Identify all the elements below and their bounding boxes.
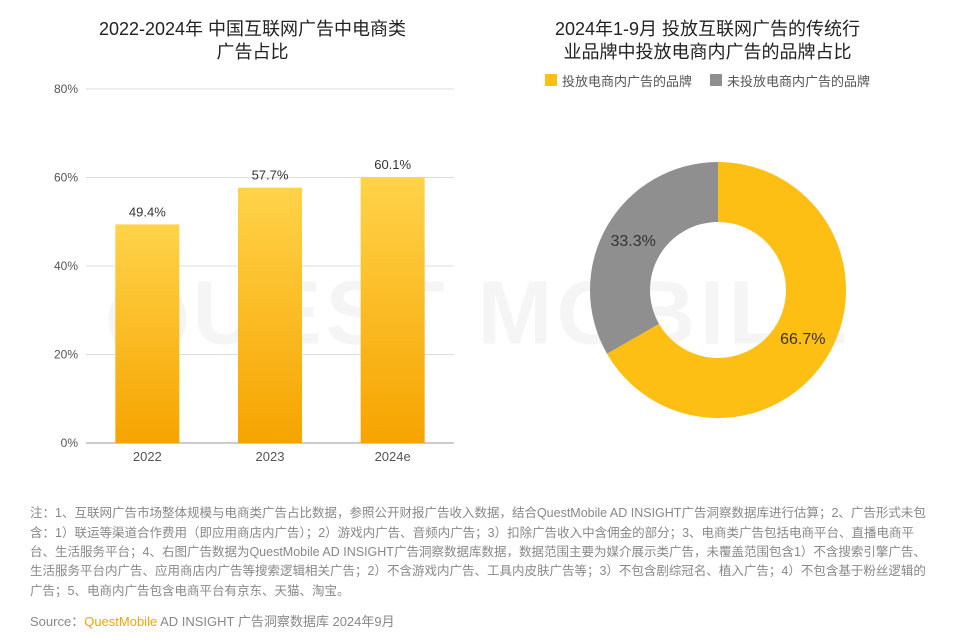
svg-text:2022: 2022 <box>133 449 162 464</box>
bar <box>238 187 302 442</box>
svg-text:60.1%: 60.1% <box>374 157 411 172</box>
legend-swatch <box>545 74 557 86</box>
legend-item: 投放电商内广告的品牌 <box>545 71 692 90</box>
svg-text:20%: 20% <box>54 347 78 361</box>
svg-text:60%: 60% <box>54 170 78 184</box>
donut-chart-svg: 66.7% 33.3% <box>488 110 928 470</box>
legend-item: 未投放电商内广告的品牌 <box>710 71 870 90</box>
source-line: Source：QuestMobile AD INSIGHT 广告洞察数据库 20… <box>30 611 930 630</box>
svg-text:57.7%: 57.7% <box>252 167 289 182</box>
bar-chart-title: 2022-2024年 中国互联网广告中电商类 广告占比 <box>30 18 475 65</box>
legend-label: 未投放电商内广告的品牌 <box>727 71 870 90</box>
legend-swatch <box>710 74 722 86</box>
bar-chart-panel: 2022-2024年 中国互联网广告中电商类 广告占比 0% 20% 40% 60% 8… <box>30 18 475 486</box>
legend-label: 投放电商内广告的品牌 <box>562 71 692 90</box>
svg-text:0%: 0% <box>61 436 79 450</box>
donut-legend: 投放电商内广告的品牌 未投放电商内广告的品牌 <box>485 71 930 90</box>
svg-text:2023: 2023 <box>256 449 285 464</box>
bar-chart-svg: 0% 20% 40% 60% 80% 49.4% 2022 57.7% 2023 60.1% 202… <box>30 71 470 471</box>
footnotes: 注：1、互联网广告市场整体规模与电商类广告占比数据，参照公开财报广告收入数据，结… <box>30 504 930 601</box>
donut-chart-panel: 2024年1-9月 投放互联网广告的传统行 业品牌中投放电商内广告的品牌占比 投… <box>485 18 930 486</box>
donut-chart-title: 2024年1-9月 投放互联网广告的传统行 业品牌中投放电商内广告的品牌占比 <box>485 18 930 65</box>
svg-text:2024e: 2024e <box>375 449 411 464</box>
svg-text:49.4%: 49.4% <box>129 204 166 219</box>
bar <box>361 177 425 443</box>
donut-slice-label: 33.3% <box>610 233 655 250</box>
bar <box>115 224 179 443</box>
donut-slice-label: 66.7% <box>780 331 825 348</box>
source-brand: QuestMobile <box>84 614 157 629</box>
donut-slice <box>590 162 718 354</box>
svg-text:80%: 80% <box>54 82 78 96</box>
svg-text:40%: 40% <box>54 259 78 273</box>
